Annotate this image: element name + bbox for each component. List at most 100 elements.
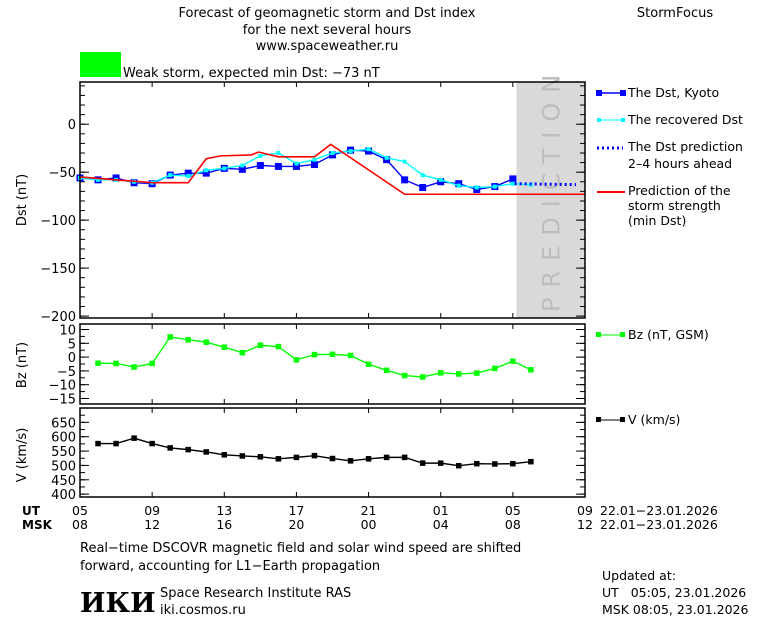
y-tick-label: 600 [51,431,76,446]
prediction-band [516,82,585,318]
legend-recovered-marker [597,118,601,122]
data-point [95,360,101,366]
data-point [202,169,210,177]
data-point [203,339,209,345]
y-axis-label: Bz (nT) [15,342,30,388]
data-point [456,183,461,188]
ut-tick-label: 05 [72,503,88,518]
data-point [510,460,516,467]
msk-tick-label: 12 [144,517,160,532]
data-point [329,455,336,462]
data-point [365,456,372,462]
iki-logo: ИКИ [80,588,156,619]
data-point [310,161,318,169]
data-point [311,452,318,459]
title-line-1: Forecast of geomagnetic storm and Dst in… [178,6,475,21]
data-point [384,155,389,160]
data-point [492,184,497,189]
legend-v-marker [620,417,625,422]
msk-tick-label: 12 [577,517,593,532]
data-point [456,462,462,469]
y-tick-label: 450 [51,474,76,489]
data-point [401,372,408,379]
footer-note-2: forward, accounting for L1−Earth propaga… [80,559,380,574]
data-point [238,165,246,173]
updated-msk: MSK 08:05, 23.01.2026 [602,602,748,617]
institute-name: Space Research Institute RAS [160,586,351,601]
msk-tick-label: 00 [361,517,377,532]
data-point [419,184,427,192]
data-point [347,352,354,359]
y-axis-label: Dst (nT) [15,174,30,226]
legend-kyoto-marker [620,90,626,96]
y-axis-label: V (km/s) [15,428,30,483]
title-line-2: for the next several hours [243,23,412,38]
updated-ut: UT 05:05, 23.01.2026 [602,585,746,600]
y-tick-label: 0 [68,351,76,366]
data-point [294,161,299,166]
data-point [221,344,228,350]
data-point [419,374,426,380]
ut-tick-label: 09 [577,503,593,518]
prediction-band-label: PREDICTION [538,65,566,312]
ut-tick-label: 13 [216,503,232,518]
y-tick-label: 550 [51,445,76,460]
data-point [474,185,479,190]
data-point [293,454,300,461]
data-point [383,367,390,374]
data-point [312,157,317,162]
data-point [510,181,515,186]
data-point [258,153,263,158]
legend-v-marker [596,417,601,422]
data-point [186,174,191,179]
storm-status: Weak storm, expected min Dst: −73 nT [123,66,380,81]
data-point [275,343,282,350]
panel-0: PREDICTION 0 −50 −100 −150 −200 Dst (nT) [15,65,586,325]
legend-bz: Bz (nT, GSM) [628,327,709,342]
y-tick-label: 5 [68,337,76,352]
data-point [256,161,264,169]
footer-note-1: Real−time DSCOVR magnetic field and sola… [80,541,521,556]
legend-prediction-1: The Dst prediction [627,139,743,154]
data-point [221,452,228,458]
data-point [348,149,353,154]
ut-tick-label: 21 [361,503,377,518]
y-tick-label: −15 [49,392,76,407]
y-tick-label: −100 [40,214,76,229]
data-point [492,461,498,467]
legend-prediction-2: 2–4 hours ahead [628,156,732,171]
updated-label: Updated at: [602,568,676,583]
data-point [240,163,245,168]
data-point [330,150,335,155]
legend-mindst-1: Prediction of the [628,183,731,198]
legend-v: V (km/s) [628,412,680,427]
y-tick-label: 0 [68,118,76,133]
ut-tick-label: 01 [433,503,449,518]
panel-frame [79,323,586,405]
y-tick-label: −10 [49,379,76,394]
data-point [131,364,137,370]
y-tick-label: 500 [51,459,76,474]
data-point [528,458,534,465]
data-point [274,162,282,170]
data-point [113,440,119,447]
y-tick-label: −50 [49,166,76,181]
y-tick-label: −5 [57,365,76,380]
data-point [402,159,407,164]
data-point [167,445,173,451]
data-point [149,440,155,447]
data-point [492,365,498,372]
legend-bz-marker [620,332,625,337]
data-point [401,454,408,461]
data-point [149,360,155,367]
legend-recovered-marker [621,118,625,122]
data-point [96,177,101,182]
ut-tick-label: 09 [144,503,160,518]
data-point [383,454,390,461]
data-point [366,147,371,152]
data-point [510,358,516,364]
msk-tick-label: 20 [288,517,304,532]
legend-kyoto-marker [596,90,602,96]
data-point [329,351,336,358]
